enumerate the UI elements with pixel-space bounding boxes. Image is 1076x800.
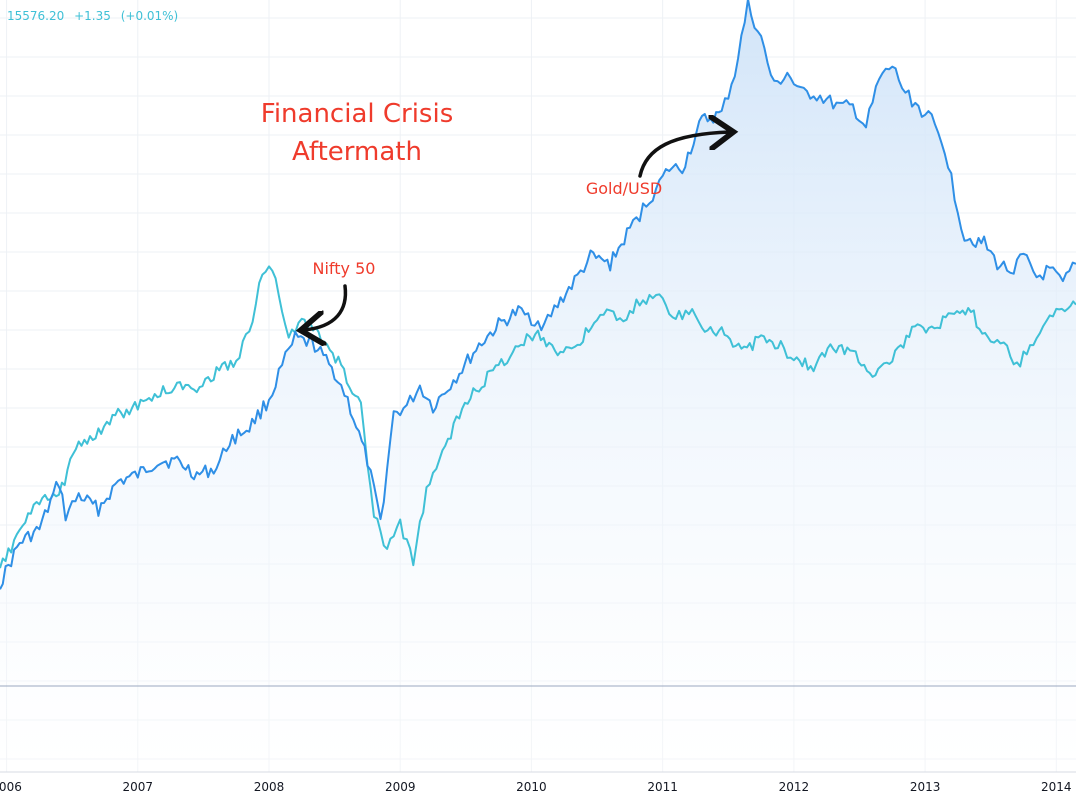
nifty-50-line bbox=[0, 265, 1076, 569]
nifty-arrow bbox=[304, 284, 348, 330]
gold-usd-line bbox=[0, 0, 1076, 590]
x-tick-label: 2009 bbox=[385, 780, 416, 794]
price-change-pct: (+0.01%) bbox=[120, 9, 179, 23]
gold-usd-annotation: Gold/USD bbox=[586, 179, 662, 198]
x-tick-label: 2006 bbox=[0, 780, 22, 794]
x-tick-label: 2012 bbox=[779, 780, 810, 794]
x-axis-ticks: 2006 2007 2008 2009 2010 2011 2012 2013 2014 bbox=[0, 780, 1072, 794]
x-tick-label: 2010 bbox=[516, 780, 547, 794]
price-header: 15576.20 +1.35 (+0.01%) bbox=[7, 9, 184, 23]
gold-area-fill bbox=[0, 0, 1076, 772]
x-tick-label: 2013 bbox=[910, 780, 941, 794]
x-tick-label: 2011 bbox=[647, 780, 678, 794]
x-tick-label: 2007 bbox=[123, 780, 154, 794]
gold-arrow bbox=[638, 132, 730, 178]
x-tick-label: 2008 bbox=[254, 780, 285, 794]
price-change: +1.35 bbox=[74, 9, 111, 23]
annotation-title-line1: Financial Crisis bbox=[261, 99, 454, 129]
price-value: 15576.20 bbox=[7, 9, 65, 23]
x-tick-label: 2014 bbox=[1041, 780, 1072, 794]
annotation-title-line2: Aftermath bbox=[292, 137, 422, 167]
nifty-50-annotation: Nifty 50 bbox=[313, 259, 376, 278]
